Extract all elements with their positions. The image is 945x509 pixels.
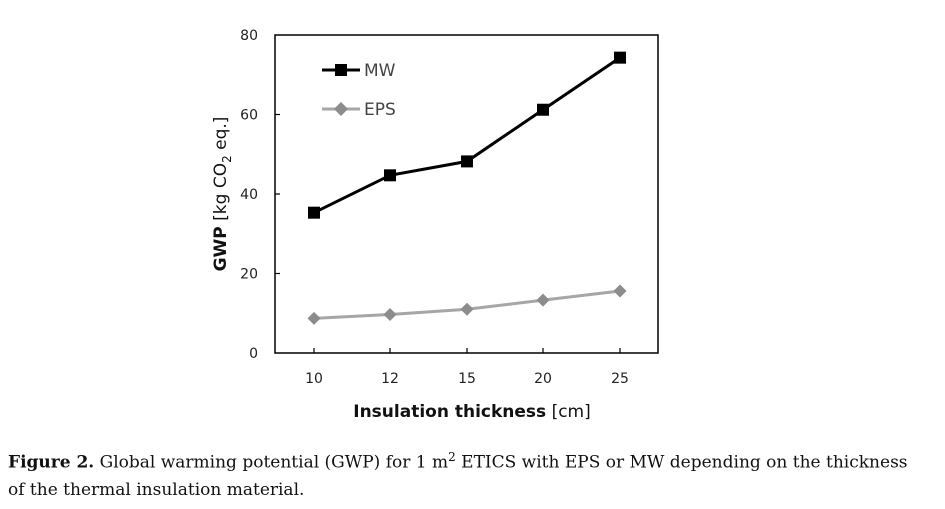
x-tick-label: 15 <box>458 371 476 387</box>
legend-mw-label: MW <box>364 61 396 81</box>
data-point-eps <box>613 284 627 298</box>
series-layer <box>307 51 627 325</box>
y-axis-title-subscript: 2 <box>220 155 234 163</box>
caption-text-1: Global warming potential (GWP) for 1 m <box>94 452 449 473</box>
x-tick-label: 10 <box>305 371 323 387</box>
data-point-eps <box>307 311 321 325</box>
x-tick-label: 12 <box>381 371 399 387</box>
x-tick-label: 20 <box>534 371 552 387</box>
x-tick-label: 25 <box>611 371 629 387</box>
y-axis-title-part1: [kg CO <box>211 163 231 226</box>
data-point-eps <box>383 307 397 321</box>
y-axis-ticks: 0 20 40 60 80 <box>240 28 280 362</box>
data-point-mw <box>537 103 549 116</box>
x-axis-ticks: 10 12 15 20 25 <box>305 348 629 387</box>
legend-eps-label: EPS <box>364 100 396 120</box>
chart: 0 20 40 60 80 10 12 15 20 25 MW EPS Insulation t… <box>211 28 659 422</box>
x-axis-title-unit: [cm] <box>546 402 591 422</box>
legend-mw-marker <box>335 64 347 76</box>
x-axis-title-bold: Insulation thickness <box>353 402 546 422</box>
caption-text-2: ETICS with EPS or MW depending on the th… <box>8 452 908 500</box>
y-axis-title: GWP [kg CO2 eq.] <box>211 117 234 272</box>
figure-label: Figure 2. <box>8 452 95 473</box>
x-axis-title: Insulation thickness [cm] <box>353 402 591 422</box>
y-tick-label: 60 <box>240 108 258 124</box>
y-tick-label: 80 <box>240 28 258 44</box>
y-tick-label: 20 <box>240 267 258 283</box>
figure-caption: Figure 2. Global warming potential (GWP)… <box>8 444 908 504</box>
legend: MW EPS <box>322 61 396 120</box>
caption-superscript: 2 <box>448 450 456 464</box>
y-axis-title-part2: eq.] <box>211 117 231 156</box>
data-point-mw <box>384 169 396 182</box>
legend-eps-marker <box>334 102 348 116</box>
data-point-eps <box>460 302 474 316</box>
series-line-mw <box>313 56 621 215</box>
data-point-mw <box>308 206 320 219</box>
data-point-mw <box>614 51 626 64</box>
y-tick-label: 0 <box>249 346 258 362</box>
y-axis-title-bold: GWP <box>211 226 231 271</box>
data-point-eps <box>536 293 550 307</box>
data-point-mw <box>461 155 473 168</box>
y-tick-label: 40 <box>240 187 258 203</box>
